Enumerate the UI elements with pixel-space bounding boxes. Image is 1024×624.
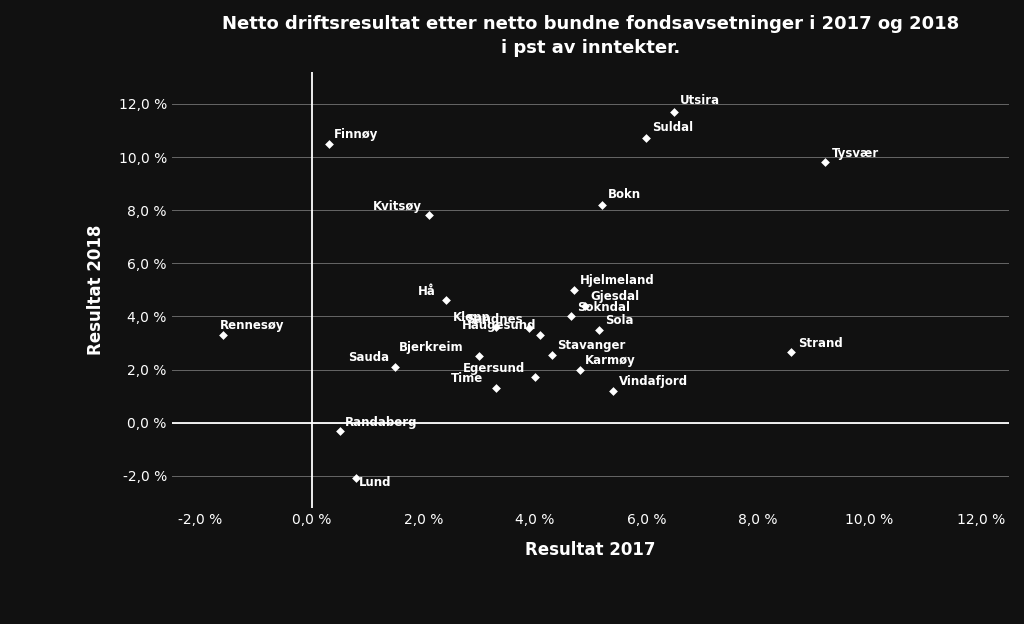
- Text: Utsira: Utsira: [680, 94, 720, 107]
- Point: [563, 311, 580, 321]
- Text: Finnøy: Finnøy: [334, 127, 379, 140]
- Text: Sandnes: Sandnes: [466, 313, 522, 326]
- Text: Klepp: Klepp: [453, 311, 490, 324]
- Text: Rennesøy: Rennesøy: [220, 319, 285, 333]
- Point: [667, 107, 683, 117]
- Point: [387, 362, 403, 372]
- Point: [421, 210, 437, 220]
- Point: [783, 348, 800, 358]
- Text: Sauda: Sauda: [348, 351, 389, 364]
- Point: [577, 301, 593, 311]
- Point: [214, 330, 230, 340]
- Point: [591, 324, 607, 334]
- Text: Tysvær: Tysvær: [831, 147, 879, 160]
- Point: [348, 474, 365, 484]
- Text: Time: Time: [452, 373, 483, 386]
- Text: Hå: Hå: [418, 285, 435, 298]
- Text: Egersund: Egersund: [463, 362, 525, 375]
- Text: Sola: Sola: [604, 314, 633, 327]
- Point: [437, 296, 454, 306]
- Text: Kvitsøy: Kvitsøy: [373, 200, 422, 213]
- Text: Lund: Lund: [359, 476, 392, 489]
- Text: Vindafjord: Vindafjord: [618, 375, 688, 388]
- Point: [526, 373, 543, 383]
- Point: [605, 386, 622, 396]
- Text: Bokn: Bokn: [607, 188, 641, 201]
- Text: Strand: Strand: [798, 336, 843, 349]
- Point: [544, 350, 560, 360]
- Point: [571, 364, 588, 374]
- Point: [321, 139, 337, 149]
- Point: [594, 200, 610, 210]
- Point: [638, 134, 654, 144]
- Title: Netto driftsresultat etter netto bundne fondsavsetninger i 2017 og 2018
i pst av: Netto driftsresultat etter netto bundne …: [222, 15, 959, 57]
- Point: [532, 330, 549, 340]
- Point: [817, 157, 834, 167]
- Point: [332, 426, 348, 436]
- Point: [487, 383, 504, 393]
- Text: Gjesdal: Gjesdal: [591, 290, 640, 303]
- Point: [471, 351, 487, 361]
- Point: [521, 323, 538, 333]
- Text: Hjelmeland: Hjelmeland: [580, 274, 654, 286]
- Text: Bjerkreim: Bjerkreim: [399, 341, 464, 354]
- Text: Randaberg: Randaberg: [345, 416, 418, 429]
- Text: Haugesund: Haugesund: [462, 319, 536, 333]
- Point: [487, 322, 504, 332]
- Text: Stavanger: Stavanger: [557, 339, 626, 353]
- Text: Sokndal: Sokndal: [577, 301, 630, 314]
- Text: Karmøy: Karmøy: [585, 354, 636, 367]
- X-axis label: Resultat 2017: Resultat 2017: [525, 541, 656, 559]
- Text: Suldal: Suldal: [652, 122, 693, 134]
- Point: [566, 285, 583, 295]
- Y-axis label: Resultat 2018: Resultat 2018: [87, 225, 104, 355]
